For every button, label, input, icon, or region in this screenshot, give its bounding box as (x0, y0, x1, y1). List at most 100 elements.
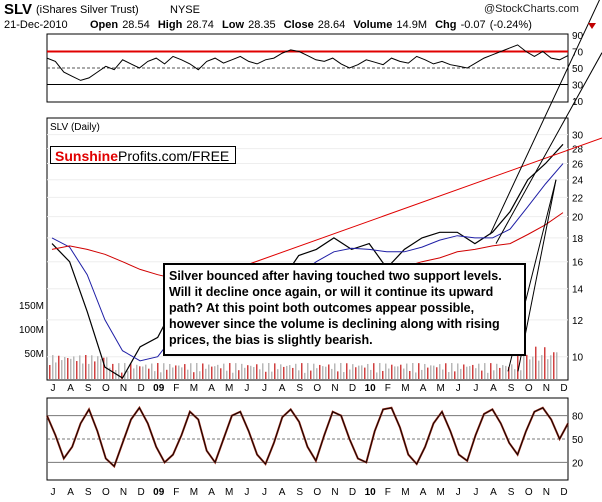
volume-bar (157, 363, 159, 379)
volume-bar (385, 363, 387, 379)
brand-black: Profits.com/FREE (118, 148, 230, 164)
volume-bar (436, 367, 438, 379)
volume-bar (58, 355, 60, 379)
x-tick-label: S (508, 487, 515, 498)
volume-bar (193, 372, 195, 379)
volume-bar (529, 359, 531, 379)
brand-red: Sunshine (55, 148, 119, 164)
channel-lower-line (495, 52, 602, 244)
volume-bar (322, 366, 324, 379)
x-tick-label: J (262, 383, 267, 394)
volume-bar (427, 367, 429, 379)
volume-bar (289, 365, 291, 379)
x-tick-label: D (560, 383, 567, 394)
x-tick-label: D (137, 487, 144, 498)
x-tick-label: J (473, 383, 478, 394)
volume-bar (376, 372, 378, 379)
volume-bar (406, 363, 408, 379)
volume-bar (283, 366, 285, 379)
volume-bar (259, 369, 261, 379)
volume-bar (475, 368, 477, 379)
volume-label: Volume (353, 19, 393, 31)
volume-bar (232, 372, 234, 379)
volume-bar (313, 363, 315, 379)
down-triangle-icon (588, 23, 596, 29)
volume-bar (526, 354, 528, 379)
volume-bar (52, 355, 54, 379)
volume-bar (508, 366, 510, 379)
volume-tick-label: 150M (19, 301, 44, 312)
open-label: Open (90, 19, 119, 31)
low-value: 28.35 (248, 19, 276, 31)
volume-value: 14.9M (396, 19, 427, 31)
x-tick-label: A (208, 487, 215, 498)
volume-bar (499, 367, 501, 379)
x-tick-label: 09 (153, 383, 165, 394)
volume-bar (211, 366, 213, 379)
volume-bar (94, 361, 96, 379)
volume-bar (220, 368, 222, 379)
volume-bar (100, 359, 102, 379)
x-tick-label: M (436, 487, 444, 498)
x-tick-label: D (560, 487, 567, 498)
volume-bar (127, 370, 129, 379)
price-tick-label: 30 (572, 131, 584, 142)
x-tick-label: J (244, 383, 249, 394)
volume-bar (349, 369, 351, 379)
price-series-line (51, 143, 564, 379)
volume-bar (352, 364, 354, 379)
volume-bar (70, 358, 72, 379)
x-axis-price: J A S O N D 09 F M A M J J A S O N D 10 F M A M J J A S O N D (51, 383, 568, 394)
x-tick-label: S (85, 487, 92, 498)
x-tick-label: O (525, 487, 533, 498)
high-label: High (157, 19, 183, 31)
rsi-panel: 90 70 50 30 10 (46, 31, 584, 108)
volume-bar (361, 365, 363, 379)
volume-bar (517, 347, 519, 379)
channel-upper-line (489, 0, 600, 235)
rsi-line (46, 44, 569, 81)
x-tick-label: A (490, 487, 497, 498)
x-tick-label: O (313, 487, 321, 498)
x-tick-label: M (225, 487, 233, 498)
volume-bar (511, 364, 513, 379)
volume-bar (487, 372, 489, 379)
volume-bar (451, 363, 453, 379)
volume-bar (373, 363, 375, 379)
volume-bar (325, 366, 327, 379)
x-tick-label: F (173, 487, 179, 498)
volume-bar (343, 372, 345, 379)
volume-bar (478, 363, 480, 379)
volume-bar (247, 365, 249, 379)
volume-bar (268, 363, 270, 379)
volume-bar (346, 363, 348, 379)
volume-bar (133, 368, 135, 379)
volume-bar (370, 369, 372, 379)
x-tick-label: N (120, 487, 127, 498)
stochastic-tick-label: 20 (572, 458, 584, 469)
volume-bar (163, 363, 165, 379)
x-tick-label: 09 (153, 487, 165, 498)
x-tick-label: F (385, 383, 391, 394)
volume-bar (301, 363, 303, 379)
volume-tick-label: 100M (19, 325, 44, 336)
volume-bar (61, 360, 63, 379)
volume-bar (397, 366, 399, 379)
volume-bar (454, 371, 456, 379)
volume-bar (502, 365, 504, 379)
volume-bar (484, 363, 486, 379)
volume-bar (457, 363, 459, 379)
x-tick-label: O (525, 383, 533, 394)
volume-bar (469, 366, 471, 379)
volume-bar (145, 364, 147, 379)
volume-bar (415, 372, 417, 379)
volume-bar (460, 368, 462, 379)
x-tick-label: M (401, 383, 409, 394)
volume-bar (190, 363, 192, 379)
volume-bar (187, 369, 189, 379)
volume-bar (421, 369, 423, 379)
volume-bar (97, 356, 99, 379)
volume-bar (217, 364, 219, 379)
stochastic-signal-line (46, 407, 569, 468)
price-tick-label: 28 (572, 145, 584, 156)
